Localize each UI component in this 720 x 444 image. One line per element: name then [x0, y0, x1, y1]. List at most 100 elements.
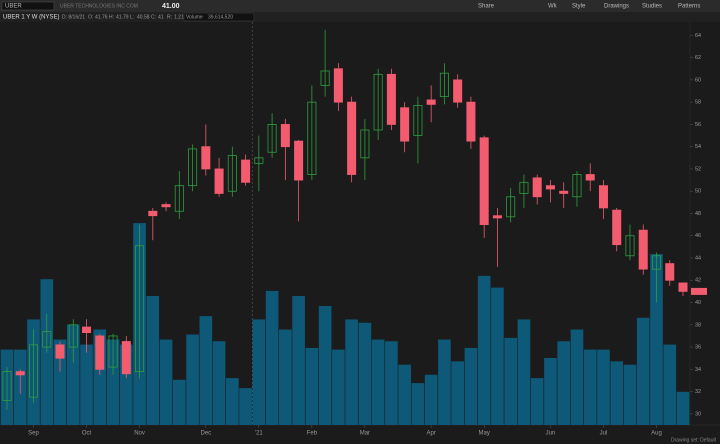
volume-bar [358, 322, 372, 425]
candle-body [625, 235, 635, 257]
symbol[interactable]: UBER [5, 4, 22, 10]
y-tick-label: 48 [695, 211, 701, 217]
candle-body [174, 185, 184, 212]
candle-body [29, 344, 39, 398]
candle-body [651, 255, 661, 270]
candle-body [135, 245, 145, 372]
candle-body [161, 204, 171, 208]
quote-label: R: [167, 14, 172, 20]
volume-bar [212, 341, 226, 425]
y-tick-label: 36 [695, 345, 701, 351]
y-tick-label: 58 [695, 100, 701, 106]
y-tick-label: 42 [695, 278, 701, 284]
volume-bar [66, 324, 80, 425]
chart-title: UBER 1 Y W (NYSE) [3, 15, 59, 21]
candle-body [2, 371, 12, 401]
toolbar-button[interactable]: Patterns [678, 4, 700, 10]
last-price: 41.00 [162, 3, 180, 10]
candle-body [68, 324, 78, 348]
candle-body [400, 107, 410, 142]
candle-body [492, 215, 502, 219]
volume-bar [663, 344, 677, 425]
volume-bar [491, 287, 504, 425]
volume-bar [451, 361, 464, 425]
candle-body [347, 101, 357, 175]
volume-bar [610, 361, 624, 425]
symbol-input[interactable] [1, 1, 55, 11]
x-tick-label: Feb [307, 431, 318, 437]
candle-body [294, 140, 304, 181]
volume-value: 39,614,520 [208, 14, 233, 20]
volume-bar [146, 295, 160, 425]
volume-bar [106, 339, 120, 425]
x-tick-label: Apr [426, 431, 435, 437]
volume-bar [53, 339, 67, 425]
toolbar-button[interactable]: Wk [548, 4, 558, 10]
candle-body [42, 331, 52, 348]
y-tick-label: 34 [695, 367, 701, 373]
candle-body [280, 124, 290, 148]
volume-bar [159, 339, 173, 425]
volume-bar [504, 337, 518, 425]
candle-body [95, 335, 105, 370]
y-tick-label: 54 [695, 144, 701, 150]
volume-bar [530, 378, 544, 425]
volume-bar [438, 339, 451, 425]
quote-label: H: [109, 14, 114, 20]
candle-body [121, 341, 131, 375]
quote-bar [0, 12, 720, 22]
volume-bar [597, 349, 610, 425]
company-name: UBER TECHNOLOGIES INC COM [60, 3, 138, 9]
volume-bar [279, 329, 292, 425]
candle-body [598, 185, 608, 209]
volume-bar [371, 339, 385, 425]
volume-bar [411, 383, 425, 425]
volume-bar [172, 379, 186, 425]
candle-body [466, 101, 476, 142]
y-tick-label: 46 [695, 233, 701, 239]
toolbar-button[interactable]: Drawings [604, 4, 629, 10]
volume-bar [676, 391, 690, 425]
volume-bar [650, 254, 663, 425]
candle-body [15, 371, 25, 376]
candle-body [55, 344, 65, 359]
x-tick-label: Jun [546, 431, 556, 437]
candle-body [532, 177, 542, 198]
volume-bar [239, 388, 252, 425]
volume-bar [345, 319, 358, 425]
volume-bar [544, 357, 557, 425]
quote-label: O: [88, 14, 93, 20]
candle-body [585, 174, 595, 181]
x-tick-label: Oct [82, 431, 92, 437]
toolbar-button[interactable]: Share [478, 4, 495, 10]
candle-body [665, 263, 675, 281]
candle-body [386, 73, 396, 125]
x-tick-label: Nov [134, 431, 145, 437]
volume-bar [477, 275, 491, 425]
volume-tag [183, 12, 255, 22]
quote-date: D: 8/16/21 [62, 14, 85, 20]
volume-bar [199, 316, 213, 425]
volume-bar [583, 349, 597, 425]
volume-bar [332, 349, 345, 425]
x-tick-label: May [479, 431, 490, 437]
candle-body [559, 190, 569, 194]
candle-body [426, 99, 436, 105]
volume-bar [292, 295, 305, 425]
y-tick-label: 38 [695, 322, 701, 328]
candle-body [453, 79, 463, 103]
quote-open: 41.76 [95, 14, 108, 20]
candle-body [638, 229, 648, 270]
candle-body [227, 155, 237, 192]
footer: Drawing set: Default [671, 437, 717, 443]
volume-bar [385, 341, 398, 425]
candle-body [439, 72, 449, 97]
y-tick-label: 64 [695, 33, 701, 39]
toolbar-button[interactable]: Studies [642, 4, 662, 10]
x-tick-label: Jul [600, 431, 608, 437]
y-tick-label: 50 [695, 189, 701, 195]
candle-body [612, 209, 622, 246]
toolbar [0, 0, 720, 12]
toolbar-button[interactable]: Style [572, 4, 586, 10]
x-tick-label: Dec [200, 431, 211, 437]
